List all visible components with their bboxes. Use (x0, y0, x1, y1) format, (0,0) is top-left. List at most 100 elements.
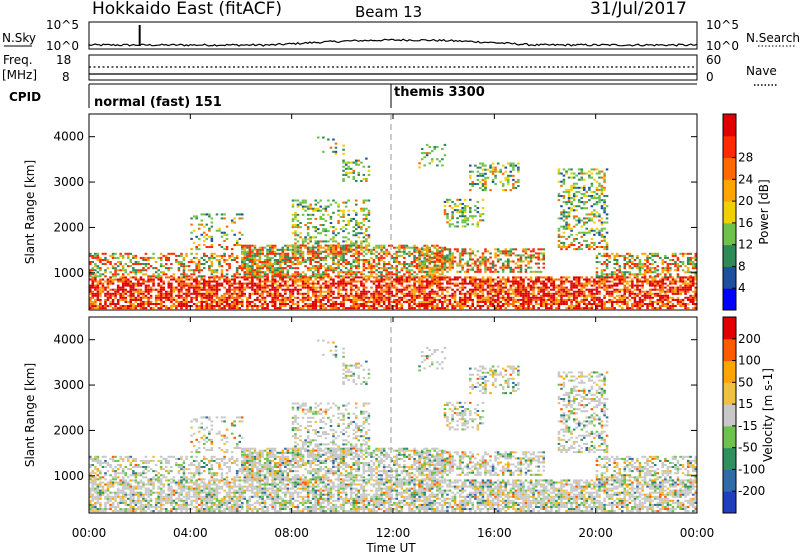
echo-cell (352, 288, 356, 291)
echo-cell (337, 284, 340, 287)
echo-cell (608, 290, 611, 293)
echo-cell (276, 298, 280, 301)
echo-cell (550, 284, 553, 287)
echo-cell (324, 230, 328, 233)
echo-cell (357, 256, 361, 259)
echo-cell (385, 298, 388, 301)
echo-cell (314, 300, 318, 303)
echo-cell (400, 244, 404, 247)
echo-cell (595, 275, 599, 278)
echo-cell (370, 294, 373, 297)
echo-cell (200, 213, 204, 216)
echo-cell (281, 269, 285, 272)
echo-cell (205, 294, 209, 297)
echo-cell (192, 292, 196, 295)
echo-cell (243, 288, 247, 291)
echo-cell (271, 288, 274, 291)
echo-cell (172, 273, 176, 276)
echo-cell (322, 296, 325, 299)
echo-cell (89, 271, 92, 274)
echo-cell (499, 300, 502, 303)
echo-cell (365, 248, 368, 251)
echo-cell (689, 263, 692, 266)
echo-cell (469, 292, 472, 295)
echo-cell (347, 296, 350, 299)
echo-cell (261, 286, 264, 289)
echo-cell (104, 305, 107, 308)
echo-cell (438, 268, 442, 271)
echo-cell (390, 292, 394, 295)
echo-cell (281, 305, 285, 308)
echo-cell (547, 286, 551, 289)
echo-cell (661, 284, 665, 287)
echo-cell (349, 282, 353, 285)
echo-cell (691, 300, 695, 303)
echo-cell (180, 290, 183, 293)
echo-cell (139, 271, 143, 274)
echo-cell (400, 254, 404, 257)
echo-cell (220, 275, 224, 278)
echo-cell (565, 278, 568, 281)
echo-cell (322, 282, 325, 285)
echo-cell (453, 300, 457, 303)
echo-cell (215, 292, 219, 295)
echo-cell (453, 305, 457, 308)
echo-cell (514, 276, 518, 279)
echo-cell (496, 294, 500, 297)
echo-cell (99, 292, 102, 295)
echo-cell (261, 265, 264, 268)
echo-cell (603, 307, 606, 310)
echo-cell (443, 246, 447, 249)
echo-cell (223, 296, 226, 299)
echo-cell (623, 278, 627, 281)
echo-cell (96, 254, 100, 257)
echo-cell (301, 213, 305, 216)
echo-cell (534, 298, 538, 301)
echo-cell (273, 259, 277, 262)
echo-cell (137, 269, 140, 272)
echo-cell (327, 280, 330, 283)
echo-cell (486, 296, 490, 299)
echo-cell (149, 286, 153, 289)
echo-cell (514, 282, 518, 285)
echo-cell (519, 298, 523, 301)
echo-cell (691, 290, 695, 293)
echo-cell (352, 296, 356, 299)
nsky-frame (88, 21, 698, 50)
echo-cell (190, 296, 193, 299)
echo-cell (372, 290, 376, 293)
echo-cell (436, 275, 439, 278)
echo-cell (258, 250, 262, 253)
echo-cell (355, 286, 358, 289)
echo-cell (342, 244, 345, 247)
echo-cell (453, 260, 457, 263)
echo-cell (387, 298, 391, 301)
echo-cell (197, 244, 201, 247)
echo-cell (296, 267, 300, 270)
echo-cell (296, 199, 300, 202)
echo-cell (258, 305, 262, 308)
echo-cell (605, 307, 609, 310)
echo-cell (266, 278, 269, 281)
echo-cell (448, 266, 452, 269)
echo-cell (228, 256, 231, 259)
echo-cell (403, 275, 406, 278)
echo-cell (116, 269, 120, 272)
echo-cell (322, 275, 325, 278)
echo-cell (233, 275, 236, 278)
echo-cell (190, 286, 193, 289)
echo-cell (418, 300, 421, 303)
echo-cell (522, 254, 525, 257)
echo-cell (605, 276, 609, 279)
echo-cell (190, 305, 193, 308)
echo-cell (522, 288, 525, 291)
echo-cell (301, 252, 305, 255)
echo-cell (139, 298, 143, 301)
echo-cell (367, 305, 371, 308)
echo-cell (613, 263, 616, 266)
echo-cell (641, 305, 644, 308)
echo-cell (621, 275, 624, 278)
echo-cell (162, 286, 166, 289)
echo-cell (512, 290, 515, 293)
echo-cell (360, 207, 363, 210)
